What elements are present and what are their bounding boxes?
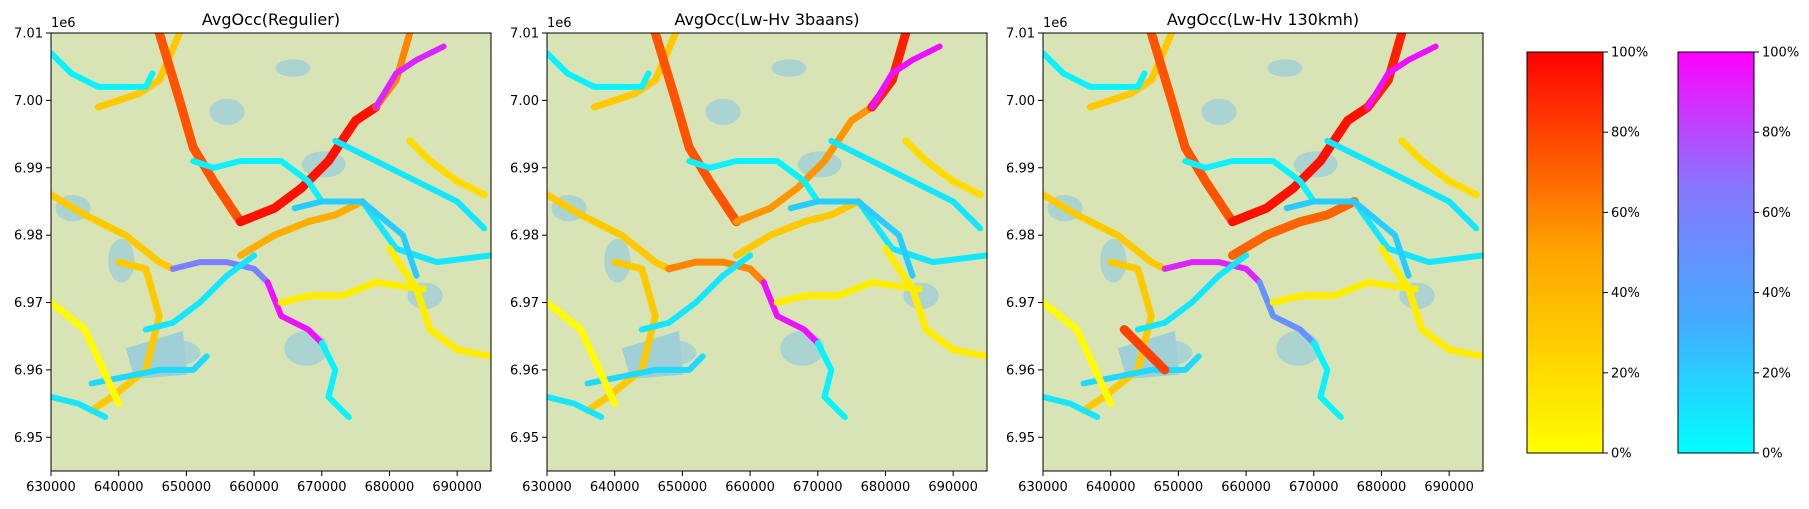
x-tick-label: 630000 bbox=[522, 480, 572, 495]
y-tick-label: 7.01 bbox=[510, 27, 539, 42]
y-tick-label: 6.98 bbox=[1006, 229, 1035, 244]
colorbar-tick-label: 60% bbox=[1762, 206, 1791, 221]
y-tick-label: 6.95 bbox=[510, 431, 539, 446]
x-tick-label: 630000 bbox=[1018, 480, 1068, 495]
y-tick-label: 7.01 bbox=[1006, 27, 1035, 42]
x-tick-label: 640000 bbox=[590, 480, 640, 495]
basemap-water bbox=[275, 59, 310, 77]
x-tick-label: 650000 bbox=[658, 480, 708, 495]
y-tick-label: 6.99 bbox=[510, 161, 539, 176]
map-area bbox=[1043, 33, 1483, 471]
map-area bbox=[547, 33, 987, 471]
x-tick-label: 630000 bbox=[26, 480, 76, 495]
colorbar-tick-label: 20% bbox=[1762, 366, 1791, 381]
y-tick-label: 6.96 bbox=[510, 363, 539, 378]
x-tick-label: 660000 bbox=[229, 480, 279, 495]
x-tick-label: 690000 bbox=[1424, 480, 1474, 495]
map-panel-2: AvgOcc(Lw-Hv 3baans) 1e6 630000 640000 65000… bbox=[510, 10, 987, 495]
y-tick-label: 6.97 bbox=[510, 296, 539, 311]
x-tick-label: 680000 bbox=[861, 480, 911, 495]
basemap-water bbox=[209, 99, 244, 125]
x-tick-label: 680000 bbox=[365, 480, 415, 495]
colorbar-tick-label: 100% bbox=[1611, 46, 1648, 61]
basemap-water bbox=[705, 99, 740, 125]
y-tick-label: 6.97 bbox=[14, 296, 43, 311]
x-tick-label: 680000 bbox=[1357, 480, 1407, 495]
colorbar-tick-label: 0% bbox=[1762, 447, 1783, 462]
y-tick-label: 7.00 bbox=[14, 94, 43, 109]
colorbar-gradient bbox=[1527, 52, 1603, 453]
panel-title: AvgOcc(Regulier) bbox=[202, 10, 340, 29]
y-tick-label: 7.00 bbox=[1006, 94, 1035, 109]
colorbar-tick-label: 100% bbox=[1762, 46, 1799, 61]
y-tick-label: 6.95 bbox=[1006, 431, 1035, 446]
colorbar-tick-label: 20% bbox=[1611, 366, 1640, 381]
x-tick-label: 690000 bbox=[432, 480, 482, 495]
y-tick-label: 6.98 bbox=[14, 229, 43, 244]
panel-title: AvgOcc(Lw-Hv 3baans) bbox=[674, 10, 859, 29]
y-tick-label: 7.00 bbox=[510, 94, 539, 109]
colorbar-tick-label: 80% bbox=[1762, 126, 1791, 141]
x-tick-label: 690000 bbox=[928, 480, 978, 495]
x-tick-label: 640000 bbox=[94, 480, 144, 495]
colorbar-tick-label: 0% bbox=[1611, 447, 1632, 462]
map-panel-1: AvgOcc(Regulier) 1e6 630000 640000 650000 660… bbox=[14, 10, 491, 495]
colorbar-truck: 0% 20% 40% 60% 80% 100% bbox=[1678, 46, 1799, 462]
x-tick-label: 660000 bbox=[725, 480, 775, 495]
x-tick-label: 650000 bbox=[1154, 480, 1204, 495]
y-tick-label: 6.98 bbox=[510, 229, 539, 244]
y-tick-label: 6.99 bbox=[1006, 161, 1035, 176]
y-offset-label: 1e6 bbox=[1043, 16, 1068, 31]
colorbar-tick-label: 40% bbox=[1611, 286, 1640, 301]
y-tick-label: 6.97 bbox=[1006, 296, 1035, 311]
colorbar-tick-label: 40% bbox=[1762, 286, 1791, 301]
basemap-water bbox=[1201, 99, 1236, 125]
y-tick-label: 6.96 bbox=[1006, 363, 1035, 378]
colorbar-car: 0% 20% 40% 60% 80% 100% bbox=[1527, 46, 1648, 462]
panel-title: AvgOcc(Lw-Hv 130kmh) bbox=[1167, 10, 1359, 29]
y-offset-label: 1e6 bbox=[51, 16, 76, 31]
x-tick-label: 650000 bbox=[162, 480, 212, 495]
y-offset-label: 1e6 bbox=[547, 16, 572, 31]
map-panel-3: AvgOcc(Lw-Hv 130kmh) 1e6 630000 640000 65000… bbox=[1006, 10, 1483, 495]
y-tick-label: 6.96 bbox=[14, 363, 43, 378]
y-tick-label: 7.01 bbox=[14, 27, 43, 42]
colorbar-gradient bbox=[1678, 52, 1754, 453]
x-tick-label: 640000 bbox=[1086, 480, 1136, 495]
y-tick-label: 6.95 bbox=[14, 431, 43, 446]
x-tick-label: 670000 bbox=[297, 480, 347, 495]
colorbar-tick-label: 80% bbox=[1611, 126, 1640, 141]
basemap-water bbox=[1267, 59, 1302, 77]
x-tick-label: 660000 bbox=[1221, 480, 1271, 495]
map-area bbox=[51, 33, 491, 471]
x-tick-label: 670000 bbox=[1289, 480, 1339, 495]
basemap-water bbox=[771, 59, 806, 77]
colorbar-tick-label: 60% bbox=[1611, 206, 1640, 221]
x-tick-label: 670000 bbox=[793, 480, 843, 495]
y-tick-label: 6.99 bbox=[14, 161, 43, 176]
